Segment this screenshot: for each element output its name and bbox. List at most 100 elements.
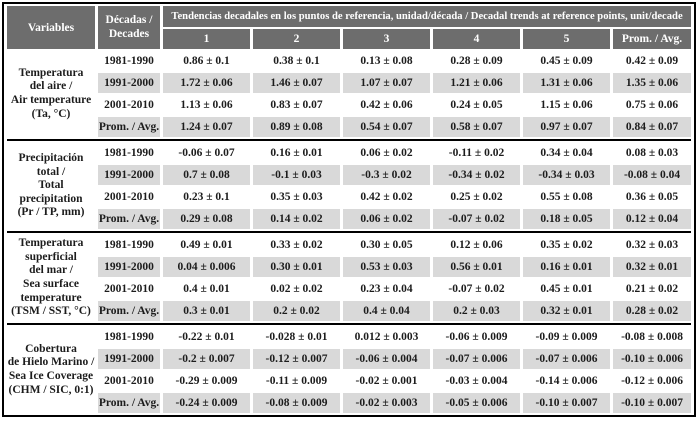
value-cell: -0.24 ± 0.009 — [163, 393, 250, 413]
value-cell: 0.84 ± 0.07 — [613, 117, 692, 137]
value-cell: 0.29 ± 0.08 — [163, 209, 250, 229]
variable-line: de Hielo Marino / — [7, 356, 95, 369]
value-cell: 0.2 ± 0.03 — [433, 301, 520, 321]
value-cell: 0.16 ± 0.01 — [253, 143, 340, 163]
header-point-1: 1 — [163, 29, 250, 49]
value-cell: 0.7 ± 0.08 — [163, 165, 250, 185]
value-cell: -0.06 ± 0.07 — [163, 143, 250, 163]
variable-line: Sea surface — [23, 278, 79, 290]
group-separator — [7, 139, 692, 141]
value-cell: -0.10 ± 0.007 — [523, 393, 610, 413]
value-cell: 0.4 ± 0.04 — [343, 301, 430, 321]
value-cell: 0.53 ± 0.03 — [343, 257, 430, 277]
variable-line: precipitation — [19, 192, 83, 205]
value-cell: 0.58 ± 0.07 — [433, 117, 520, 137]
value-cell: 0.86 ± 0.1 — [163, 51, 250, 71]
variable-cell: Temperatura superficial del mar / Sea su… — [7, 235, 95, 321]
value-cell: -0.07 ± 0.006 — [433, 349, 520, 369]
value-cell: 0.32 ± 0.03 — [613, 235, 692, 255]
table-row: Temperatura superficial del mar / Sea su… — [7, 235, 692, 321]
value-cell: -0.07 ± 0.02 — [433, 279, 520, 299]
value-cell: -0.34 ± 0.02 — [433, 165, 520, 185]
value-cell: 1.31 ± 0.06 — [523, 73, 610, 93]
value-cell: 0.21 ± 0.02 — [613, 279, 692, 299]
value-cell: 0.012 ± 0.003 — [343, 327, 430, 347]
value-cell: -0.2 ± 0.007 — [163, 349, 250, 369]
header-decades-line1: Décadas / — [105, 14, 153, 27]
value-cell: 0.06 ± 0.02 — [343, 143, 430, 163]
value-cell: 0.12 ± 0.04 — [613, 209, 692, 229]
value-cell: 0.28 ± 0.09 — [433, 51, 520, 71]
header-trends-title: Tendencias decadales en los puntos de re… — [163, 6, 692, 27]
group-air-temperature: Temperatura del aire / Air temperature (… — [7, 51, 692, 137]
variable-line: Total — [38, 179, 64, 192]
value-cell: 0.36 ± 0.05 — [613, 187, 692, 207]
value-cell: -0.3 ± 0.02 — [343, 165, 430, 185]
variable-line: Cobertura — [25, 342, 77, 355]
value-cell: -0.07 ± 0.02 — [433, 209, 520, 229]
table-row: 2001-2010 -0.29 ± 0.009 -0.11 ± 0.009 -0… — [7, 371, 692, 391]
value-cell: 0.16 ± 0.01 — [523, 257, 610, 277]
header-decades: Décadas / Decades — [98, 6, 160, 49]
value-cell: 0.24 ± 0.05 — [433, 95, 520, 115]
variable-line: (Ta, °C) — [31, 107, 71, 120]
decade-cell: 1991-2000 — [98, 73, 160, 93]
value-cell: 0.42 ± 0.09 — [613, 51, 692, 71]
value-cell: -0.08 ± 0.04 — [613, 165, 692, 185]
value-cell: 0.55 ± 0.08 — [523, 187, 610, 207]
table-row: 2001-2010 1.13 ± 0.06 0.83 ± 0.07 0.42 ±… — [7, 95, 692, 115]
value-cell: 0.14 ± 0.02 — [253, 209, 340, 229]
variable-line: total / — [36, 165, 66, 178]
variable-cell: Temperatura del aire / Air temperature (… — [7, 51, 95, 137]
variable-line: Sea Ice Coverage — [8, 370, 94, 382]
table-row: Precipitación total / Total precipitatio… — [7, 143, 692, 229]
value-cell: 0.23 ± 0.1 — [163, 187, 250, 207]
value-cell: -0.29 ± 0.009 — [163, 371, 250, 391]
value-cell: 1.15 ± 0.06 — [523, 95, 610, 115]
group-sea-ice-coverage: Cobertura de Hielo Marino / Sea Ice Cove… — [7, 327, 692, 413]
value-cell: -0.06 ± 0.009 — [433, 327, 520, 347]
variable-line: superficial — [25, 250, 77, 263]
value-cell: 0.33 ± 0.02 — [253, 235, 340, 255]
value-cell: 0.32 ± 0.01 — [613, 257, 692, 277]
decade-cell: 2001-2010 — [98, 279, 160, 299]
value-cell: 0.42 ± 0.06 — [343, 95, 430, 115]
trends-table: Variables Décadas / Decades Tendencias d… — [4, 4, 694, 415]
value-cell: -0.11 ± 0.02 — [433, 143, 520, 163]
value-cell: 1.72 ± 0.06 — [163, 73, 250, 93]
decade-cell: 1991-2000 — [98, 165, 160, 185]
value-cell: 0.45 ± 0.09 — [523, 51, 610, 71]
value-cell: 1.21 ± 0.06 — [433, 73, 520, 93]
value-cell: 0.97 ± 0.07 — [523, 117, 610, 137]
value-cell: -0.028 ± 0.01 — [253, 327, 340, 347]
value-cell: -0.10 ± 0.007 — [613, 393, 692, 413]
decade-cell: 1991-2000 — [98, 349, 160, 369]
header-point-3: 3 — [343, 29, 430, 49]
value-cell: 0.49 ± 0.01 — [163, 235, 250, 255]
value-cell: -0.03 ± 0.004 — [433, 371, 520, 391]
table-row: Prom. / Avg. 0.3 ± 0.01 0.2 ± 0.02 0.4 ±… — [7, 301, 692, 321]
variable-line: (Pr / TP, mm) — [17, 206, 85, 219]
variable-line: del aire / — [29, 80, 73, 93]
header-point-4: 4 — [433, 29, 520, 49]
value-cell: -0.22 ± 0.01 — [163, 327, 250, 347]
value-cell: 0.30 ± 0.01 — [253, 257, 340, 277]
value-cell: 0.54 ± 0.07 — [343, 117, 430, 137]
value-cell: 0.83 ± 0.07 — [253, 95, 340, 115]
header-point-2: 2 — [253, 29, 340, 49]
group-separator — [7, 231, 692, 233]
value-cell: 0.38 ± 0.1 — [253, 51, 340, 71]
value-cell: 0.75 ± 0.06 — [613, 95, 692, 115]
value-cell: 0.04 ± 0.006 — [163, 257, 250, 277]
decade-cell: Prom. / Avg. — [98, 301, 160, 321]
table-row: Prom. / Avg. 1.24 ± 0.07 0.89 ± 0.08 0.5… — [7, 117, 692, 137]
value-cell: 1.35 ± 0.06 — [613, 73, 692, 93]
decade-cell: 1981-1990 — [98, 143, 160, 163]
variable-line: Temperatura — [18, 237, 84, 250]
value-cell: 0.12 ± 0.06 — [433, 235, 520, 255]
group-sea-surface-temperature: Temperatura superficial del mar / Sea su… — [7, 235, 692, 321]
value-cell: 0.18 ± 0.05 — [523, 209, 610, 229]
value-cell: -0.07 ± 0.006 — [523, 349, 610, 369]
value-cell: 0.89 ± 0.08 — [253, 117, 340, 137]
value-cell: 0.02 ± 0.02 — [253, 279, 340, 299]
